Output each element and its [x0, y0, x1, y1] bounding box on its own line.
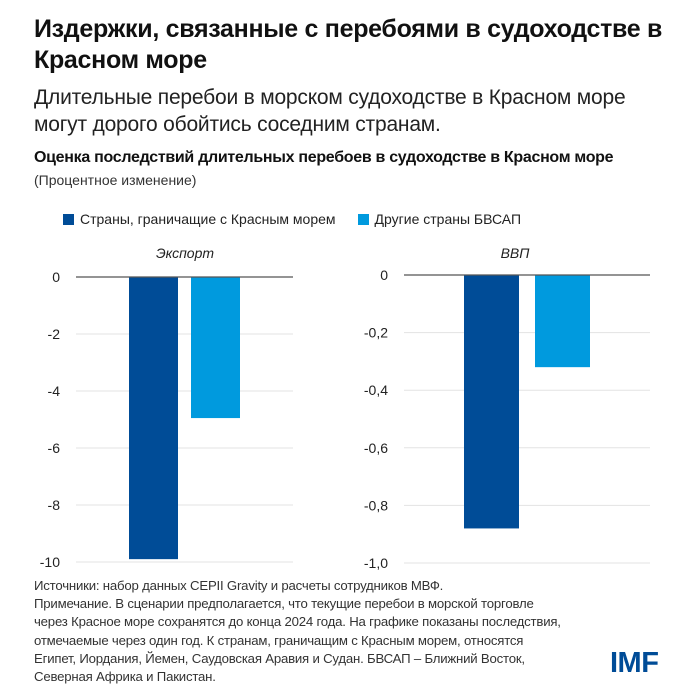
legend-swatch — [357, 213, 369, 225]
y-tick-label: -0,2 — [364, 325, 388, 341]
subplot-title: ВВП — [501, 245, 531, 261]
footnote-line: Примечание. В сценарии предполагается, ч… — [34, 596, 534, 612]
y-tick-label: -0,8 — [364, 497, 388, 513]
imf-logo: IMF — [610, 647, 659, 679]
footnote-line: Источники: набор данных CEPII Gravity и … — [34, 578, 444, 593]
y-tick-label: -2 — [48, 326, 61, 342]
page-subtitle: Длительные перебои в морском судоходстве… — [34, 86, 626, 136]
legend-swatch — [63, 213, 74, 225]
y-tick-label: -8 — [48, 497, 61, 513]
y-tick-label: -0,6 — [364, 440, 388, 456]
legend-item-mcap: Другие страны БВСАП — [357, 211, 522, 227]
footnote-line: отмечаемые через один год. К странам, гр… — [34, 632, 524, 648]
legend: Страны, граничащие с Красным морем Други… — [63, 211, 543, 227]
bar-red-sea-countries — [464, 275, 519, 529]
chart-unit: (Процентное изменение) — [34, 172, 197, 188]
bar-red-sea-countries — [129, 277, 178, 560]
footnote: Источники: набор данных CEPII Gravity и … — [34, 577, 594, 686]
y-tick-label: 0 — [52, 269, 60, 285]
legend-item-red-sea: Страны, граничащие с Красным морем — [63, 211, 336, 227]
footnote-line: Северная Африка и Пакистан. — [34, 669, 216, 685]
y-tick-label: 0 — [380, 267, 388, 283]
y-tick-label: -4 — [48, 383, 61, 399]
bar-other-mcap — [535, 275, 590, 368]
y-tick-label: -10 — [40, 554, 60, 570]
legend-label: Другие страны БВСАП — [374, 211, 522, 227]
legend-label: Страны, граничащие с Красным морем — [80, 211, 336, 227]
y-tick-label: -6 — [48, 440, 61, 456]
page-title: Издержки, связанные с перебоями в судохо… — [34, 15, 663, 74]
y-tick-label: -1,0 — [364, 555, 388, 571]
footnote-line: Египет, Иордания, Йемен, Саудовская Арав… — [34, 650, 525, 666]
y-tick-label: -0,4 — [364, 382, 388, 398]
footnote-line: через Красное море сохранятся до конца 2… — [34, 614, 561, 630]
chart-title: Оценка последствий длительных перебоев в… — [34, 149, 614, 166]
subplot-title: Экспорт — [156, 245, 214, 261]
bar-other-mcap — [191, 277, 240, 419]
